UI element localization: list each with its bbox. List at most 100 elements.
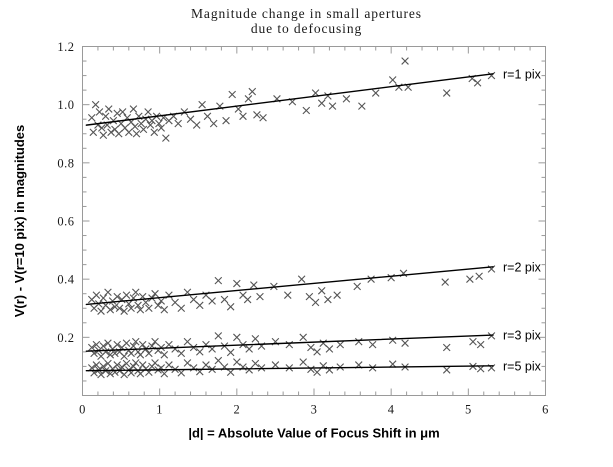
data-marker [97, 307, 105, 315]
data-marker [171, 345, 179, 353]
chart-title-line-2: due to defocusing [250, 21, 363, 36]
y-tick-label: 1.0 [57, 98, 74, 112]
data-marker [141, 298, 150, 307]
data-marker [371, 89, 380, 97]
data-marker [120, 352, 128, 361]
data-marker [106, 369, 115, 378]
data-marker [336, 340, 345, 349]
data-marker [245, 345, 253, 353]
data-marker [138, 340, 147, 349]
data-marker [129, 362, 138, 371]
data-marker [220, 295, 229, 304]
data-marker [401, 57, 409, 65]
data-marker [136, 305, 145, 314]
data-marker [475, 272, 483, 281]
data-marker [117, 119, 125, 128]
data-marker [125, 300, 133, 308]
data-marker [104, 288, 112, 297]
data-marker [487, 332, 496, 340]
data-marker [256, 292, 264, 301]
data-marker [99, 362, 108, 371]
data-marker [104, 105, 113, 113]
series-label-r-3-pix: r=3 pix [503, 329, 542, 343]
data-marker [99, 131, 108, 139]
data-marker [305, 292, 314, 301]
data-marker [98, 124, 106, 132]
data-marker [198, 100, 206, 109]
data-marker [106, 305, 115, 314]
y-tick-label: 0.8 [57, 156, 74, 170]
data-marker [92, 291, 101, 299]
fit-line-r-2-pix [85, 266, 494, 306]
data-marker [245, 366, 253, 374]
data-marker [271, 361, 280, 369]
data-marker [177, 349, 186, 358]
y-tick-label: 0.6 [57, 215, 74, 229]
data-marker [104, 339, 112, 347]
fit-line-r-5-pix [85, 365, 494, 372]
data-marker [189, 295, 198, 304]
series-label-r-1-pix: r=1 pix [503, 67, 542, 81]
data-marker [113, 340, 122, 349]
data-marker [203, 112, 212, 121]
data-marker [97, 370, 105, 379]
data-marker [192, 121, 201, 129]
x-axis-label: |d| = Absolute Value of Focus Shift in μ… [188, 426, 439, 441]
data-marker [222, 116, 230, 125]
data-marker [319, 339, 328, 347]
data-marker [113, 361, 122, 369]
data-marker [145, 349, 153, 358]
data-marker [118, 363, 126, 371]
data-marker [92, 361, 101, 369]
data-marker [299, 358, 307, 366]
plot-frame [82, 46, 546, 396]
data-marker [196, 348, 204, 356]
data-marker [299, 333, 307, 342]
data-marker [358, 102, 366, 110]
y-axis-ticks [82, 46, 546, 382]
chart-title: Magnitude change in small apertures due … [0, 6, 613, 36]
data-marker [388, 336, 397, 345]
data-marker [325, 345, 334, 353]
data-marker [177, 304, 186, 313]
data-marker [125, 128, 133, 137]
data-marker [313, 348, 321, 356]
data-marker [122, 291, 131, 299]
data-marker [113, 109, 122, 118]
data-marker [307, 365, 315, 374]
data-marker [120, 307, 128, 315]
data-marker [183, 359, 192, 367]
data-marker [87, 113, 96, 122]
data-marker [354, 337, 363, 346]
series-label-r-2-pix: r=2 pix [503, 260, 542, 274]
x-tick-label: 2 [233, 403, 240, 417]
x-axis-tick-labels: 0 1 2 3 4 5 6 [79, 403, 549, 417]
data-marker [473, 79, 482, 87]
data-marker [209, 119, 218, 128]
data-marker [442, 89, 451, 97]
series-label-r-5-pix: r=5 pix [503, 359, 542, 373]
data-marker [144, 108, 152, 116]
chart-title-line-1: Magnitude change in small apertures [191, 6, 422, 21]
data-marker [95, 108, 104, 116]
data-marker [251, 359, 260, 368]
y-axis-tick-labels: 0.2 0.4 0.6 0.8 1.0 1.2 [57, 40, 74, 345]
data-marker [328, 102, 337, 110]
data-marker [87, 343, 96, 352]
data-marker [333, 291, 341, 299]
data-marker [353, 282, 362, 291]
data-marker [469, 337, 477, 346]
data-marker [118, 108, 127, 116]
data-marker [99, 342, 108, 350]
data-marker [91, 100, 100, 109]
data-marker [134, 301, 142, 310]
data-marker [138, 361, 147, 369]
x-tick-label: 0 [79, 403, 86, 417]
data-marker [226, 303, 235, 311]
data-marker [115, 304, 124, 313]
x-tick-label: 6 [542, 403, 549, 417]
data-marker [442, 366, 451, 374]
x-tick-label: 1 [156, 403, 163, 417]
data-marker [151, 289, 159, 298]
data-marker [174, 119, 182, 128]
